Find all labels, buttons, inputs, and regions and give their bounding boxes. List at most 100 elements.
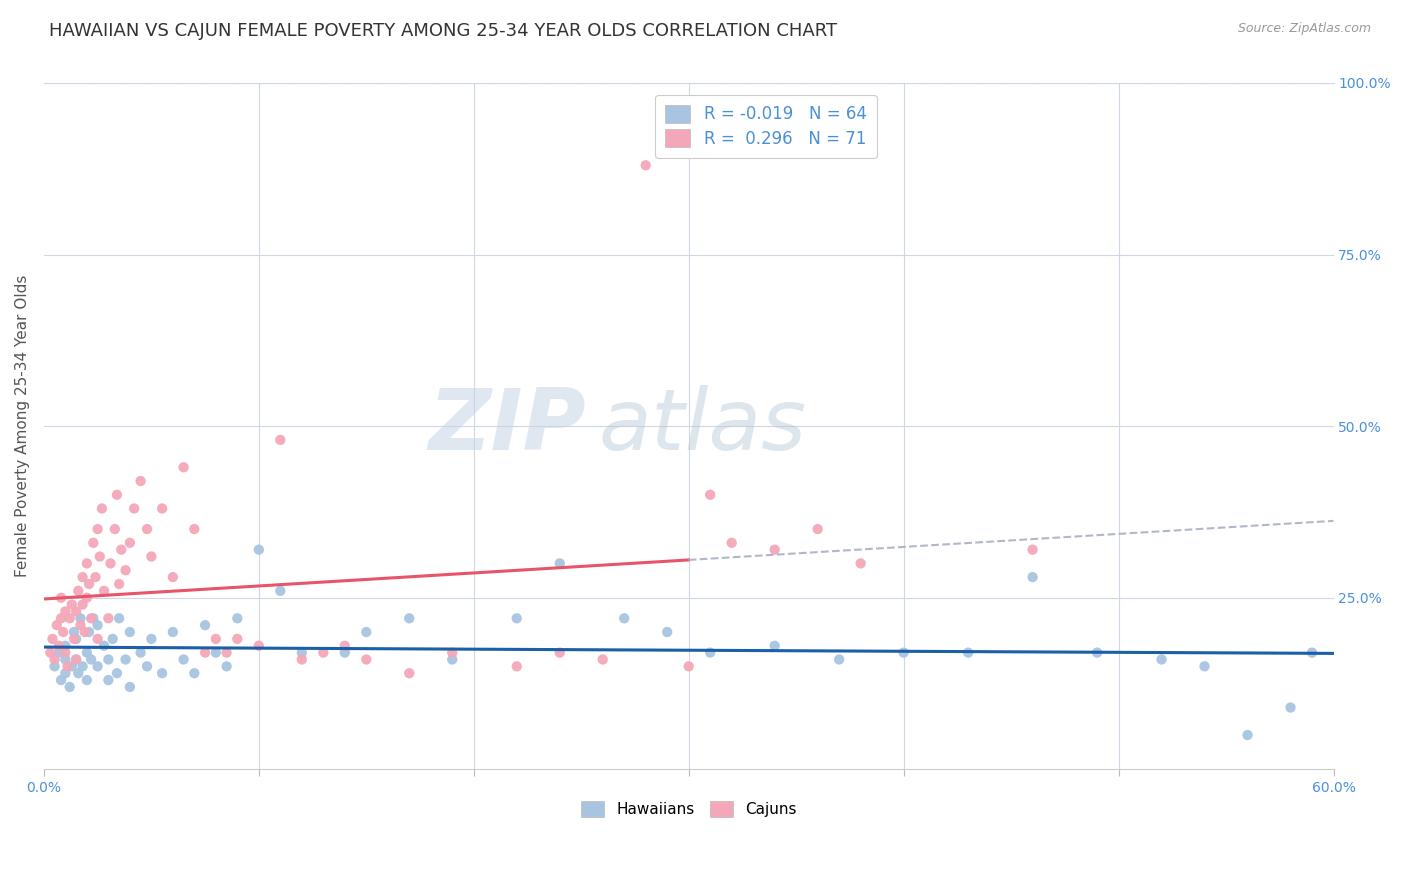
Point <box>763 542 786 557</box>
Point <box>60 659 83 673</box>
Point <box>114 652 136 666</box>
Point <box>1021 570 1043 584</box>
Point <box>1301 646 1323 660</box>
Point <box>957 646 980 660</box>
Point <box>398 611 420 625</box>
Point <box>150 666 173 681</box>
Point <box>173 652 195 666</box>
Point <box>183 522 205 536</box>
Point <box>118 680 141 694</box>
Point <box>333 646 356 660</box>
Point <box>105 488 128 502</box>
Text: ZIP: ZIP <box>427 384 585 467</box>
Point <box>41 632 63 646</box>
Point <box>356 652 378 666</box>
Point <box>312 646 335 660</box>
Point <box>55 666 77 681</box>
Point <box>720 536 742 550</box>
Point <box>59 680 82 694</box>
Point <box>118 536 141 550</box>
Point <box>65 604 87 618</box>
Point <box>1279 700 1302 714</box>
Point <box>76 591 98 605</box>
Point <box>39 646 62 660</box>
Point <box>150 501 173 516</box>
Point <box>247 639 270 653</box>
Point <box>807 522 830 536</box>
Point <box>49 673 72 687</box>
Point <box>269 583 291 598</box>
Point <box>129 474 152 488</box>
Point <box>398 666 420 681</box>
Point <box>44 659 66 673</box>
Point <box>48 639 70 653</box>
Point <box>678 659 700 673</box>
Point <box>45 618 67 632</box>
Point <box>1150 652 1173 666</box>
Text: HAWAIIAN VS CAJUN FEMALE POVERTY AMONG 25-34 YEAR OLDS CORRELATION CHART: HAWAIIAN VS CAJUN FEMALE POVERTY AMONG 2… <box>49 22 838 40</box>
Point <box>506 611 529 625</box>
Point <box>441 646 464 660</box>
Point <box>55 646 77 660</box>
Point <box>247 542 270 557</box>
Point <box>76 673 98 687</box>
Point <box>162 625 184 640</box>
Point <box>699 646 721 660</box>
Point <box>77 577 100 591</box>
Point <box>55 604 77 618</box>
Point <box>69 611 91 625</box>
Point <box>93 639 115 653</box>
Point <box>55 652 77 666</box>
Point <box>49 611 72 625</box>
Point <box>141 632 163 646</box>
Point <box>173 460 195 475</box>
Point <box>1085 646 1108 660</box>
Point <box>592 652 614 666</box>
Point <box>67 583 90 598</box>
Point <box>72 598 94 612</box>
Point <box>65 632 87 646</box>
Point <box>1194 659 1216 673</box>
Point <box>76 646 98 660</box>
Point <box>86 632 108 646</box>
Point <box>84 570 107 584</box>
Point <box>97 673 120 687</box>
Point <box>67 666 90 681</box>
Point <box>55 639 77 653</box>
Point <box>1021 542 1043 557</box>
Point <box>110 542 132 557</box>
Point <box>215 659 238 673</box>
Point <box>136 522 159 536</box>
Point <box>634 158 657 172</box>
Point <box>60 598 83 612</box>
Y-axis label: Female Poverty Among 25-34 Year Olds: Female Poverty Among 25-34 Year Olds <box>15 275 30 577</box>
Point <box>48 646 70 660</box>
Point <box>162 570 184 584</box>
Point <box>80 611 103 625</box>
Point <box>97 611 120 625</box>
Point <box>183 666 205 681</box>
Point <box>100 557 122 571</box>
Point <box>86 522 108 536</box>
Point <box>69 618 91 632</box>
Point <box>73 625 96 640</box>
Point <box>333 639 356 653</box>
Point <box>86 618 108 632</box>
Point <box>226 632 249 646</box>
Point <box>76 557 98 571</box>
Point <box>291 646 314 660</box>
Point <box>86 659 108 673</box>
Point <box>82 536 104 550</box>
Text: atlas: atlas <box>599 384 807 467</box>
Point <box>548 646 571 660</box>
Point <box>114 563 136 577</box>
Point <box>1236 728 1258 742</box>
Point <box>108 611 131 625</box>
Point <box>93 583 115 598</box>
Point <box>59 611 82 625</box>
Text: Source: ZipAtlas.com: Source: ZipAtlas.com <box>1237 22 1371 36</box>
Legend: Hawaiians, Cajuns: Hawaiians, Cajuns <box>575 795 803 823</box>
Point <box>72 659 94 673</box>
Point <box>893 646 915 660</box>
Point <box>56 659 79 673</box>
